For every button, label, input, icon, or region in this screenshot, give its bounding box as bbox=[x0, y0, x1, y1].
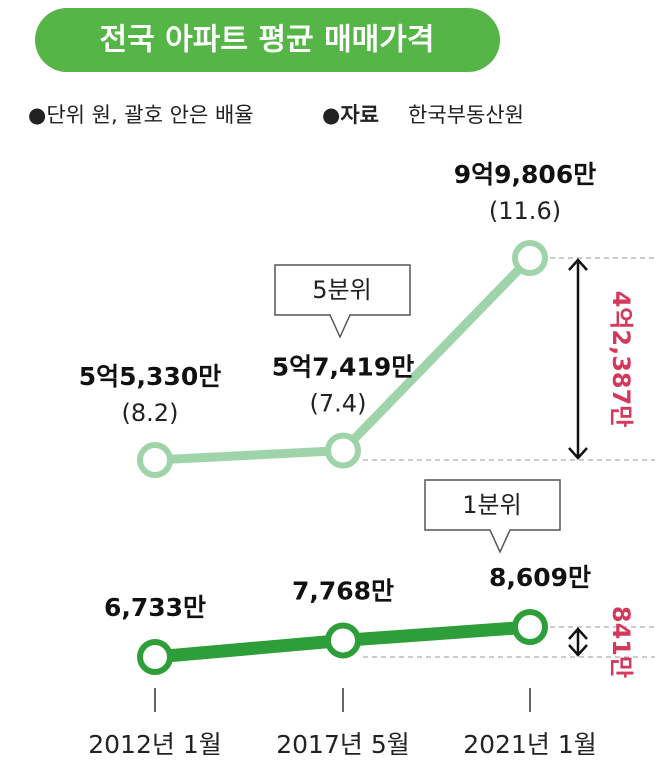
source-label: ●자료 bbox=[322, 103, 379, 127]
title-pill bbox=[35, 8, 500, 72]
difference-arrow bbox=[568, 627, 588, 657]
ratio-label: (11.6) bbox=[489, 197, 561, 225]
x-tick-label: 2017년 5월 bbox=[276, 730, 409, 759]
value-label: 6,733만 bbox=[104, 593, 206, 622]
legend-label: 5분위 bbox=[312, 276, 371, 304]
callout: 5분위 bbox=[274, 264, 411, 339]
ratio-label: (7.4) bbox=[310, 390, 367, 418]
legend-label: 1분위 bbox=[462, 491, 521, 519]
value-label: 9억9,806만 bbox=[454, 160, 596, 189]
note: ●단위 원, 괄호 안은 배율 bbox=[28, 103, 254, 127]
point bbox=[325, 432, 361, 469]
chart-title: 전국 아파트 평균 매매가격 bbox=[100, 23, 435, 58]
point bbox=[137, 442, 173, 478]
difference-label: 4억2,387만 bbox=[607, 291, 635, 428]
point bbox=[512, 609, 548, 645]
value-label: 8,609만 bbox=[489, 563, 591, 592]
value-label: 7,768만 bbox=[292, 576, 394, 605]
x-tick-label: 2012년 1월 bbox=[88, 730, 221, 759]
point bbox=[512, 240, 548, 276]
point bbox=[325, 622, 361, 659]
difference-label: 841만 bbox=[607, 606, 635, 678]
callout: 1분위 bbox=[424, 479, 561, 554]
point bbox=[137, 639, 173, 675]
x-tick-label: 2021년 1월 bbox=[463, 730, 596, 759]
ratio-label: (8.2) bbox=[122, 399, 179, 427]
difference-arrow bbox=[568, 258, 588, 460]
value-label: 5억5,330만 bbox=[79, 362, 221, 391]
source: 한국부동산원 bbox=[408, 103, 524, 127]
value-label: 5억7,419만 bbox=[272, 353, 414, 382]
